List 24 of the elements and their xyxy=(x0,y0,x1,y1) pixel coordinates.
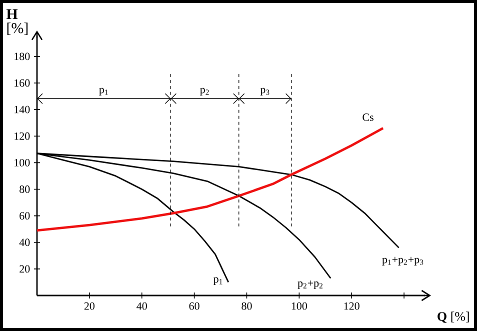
x-tick-label: 20 xyxy=(84,302,95,310)
series-label: Cs xyxy=(362,114,374,121)
y-tick-label: 120 xyxy=(14,132,30,140)
y-tick-label: 80 xyxy=(20,186,30,193)
y-tick-label: 60 xyxy=(20,212,30,220)
x-tick-label: 120 xyxy=(344,302,360,310)
x-tick-label: 40 xyxy=(136,302,147,310)
annotation: p$_{2}$ xyxy=(200,88,209,96)
x-axis-title: Q [%] xyxy=(438,312,469,323)
y-axis-title: H [%] xyxy=(6,9,28,36)
y-tick-label: 140 xyxy=(14,106,30,114)
y-tick-label: 100 xyxy=(14,158,30,166)
x-tick-label: 100 xyxy=(292,302,307,310)
series-label: p$_{2}$+p$_{2}$ xyxy=(298,280,322,290)
y-tick-label: 160 xyxy=(14,79,30,87)
series-label: p$_{1}$+p$_{2}$+p$_{3}$ xyxy=(382,256,424,266)
annotation: p$_{1}$ xyxy=(99,88,108,96)
y-tick-label: 20 xyxy=(20,265,30,273)
series-label: p$_{1}$ xyxy=(214,277,222,285)
annotation: p$_{3}$ xyxy=(260,88,270,96)
y-tick-label: 180 xyxy=(14,52,30,60)
x-tick-label: 80 xyxy=(242,302,252,310)
y-tick-label: 40 xyxy=(19,238,30,246)
x-tick-label: 60 xyxy=(189,302,200,310)
